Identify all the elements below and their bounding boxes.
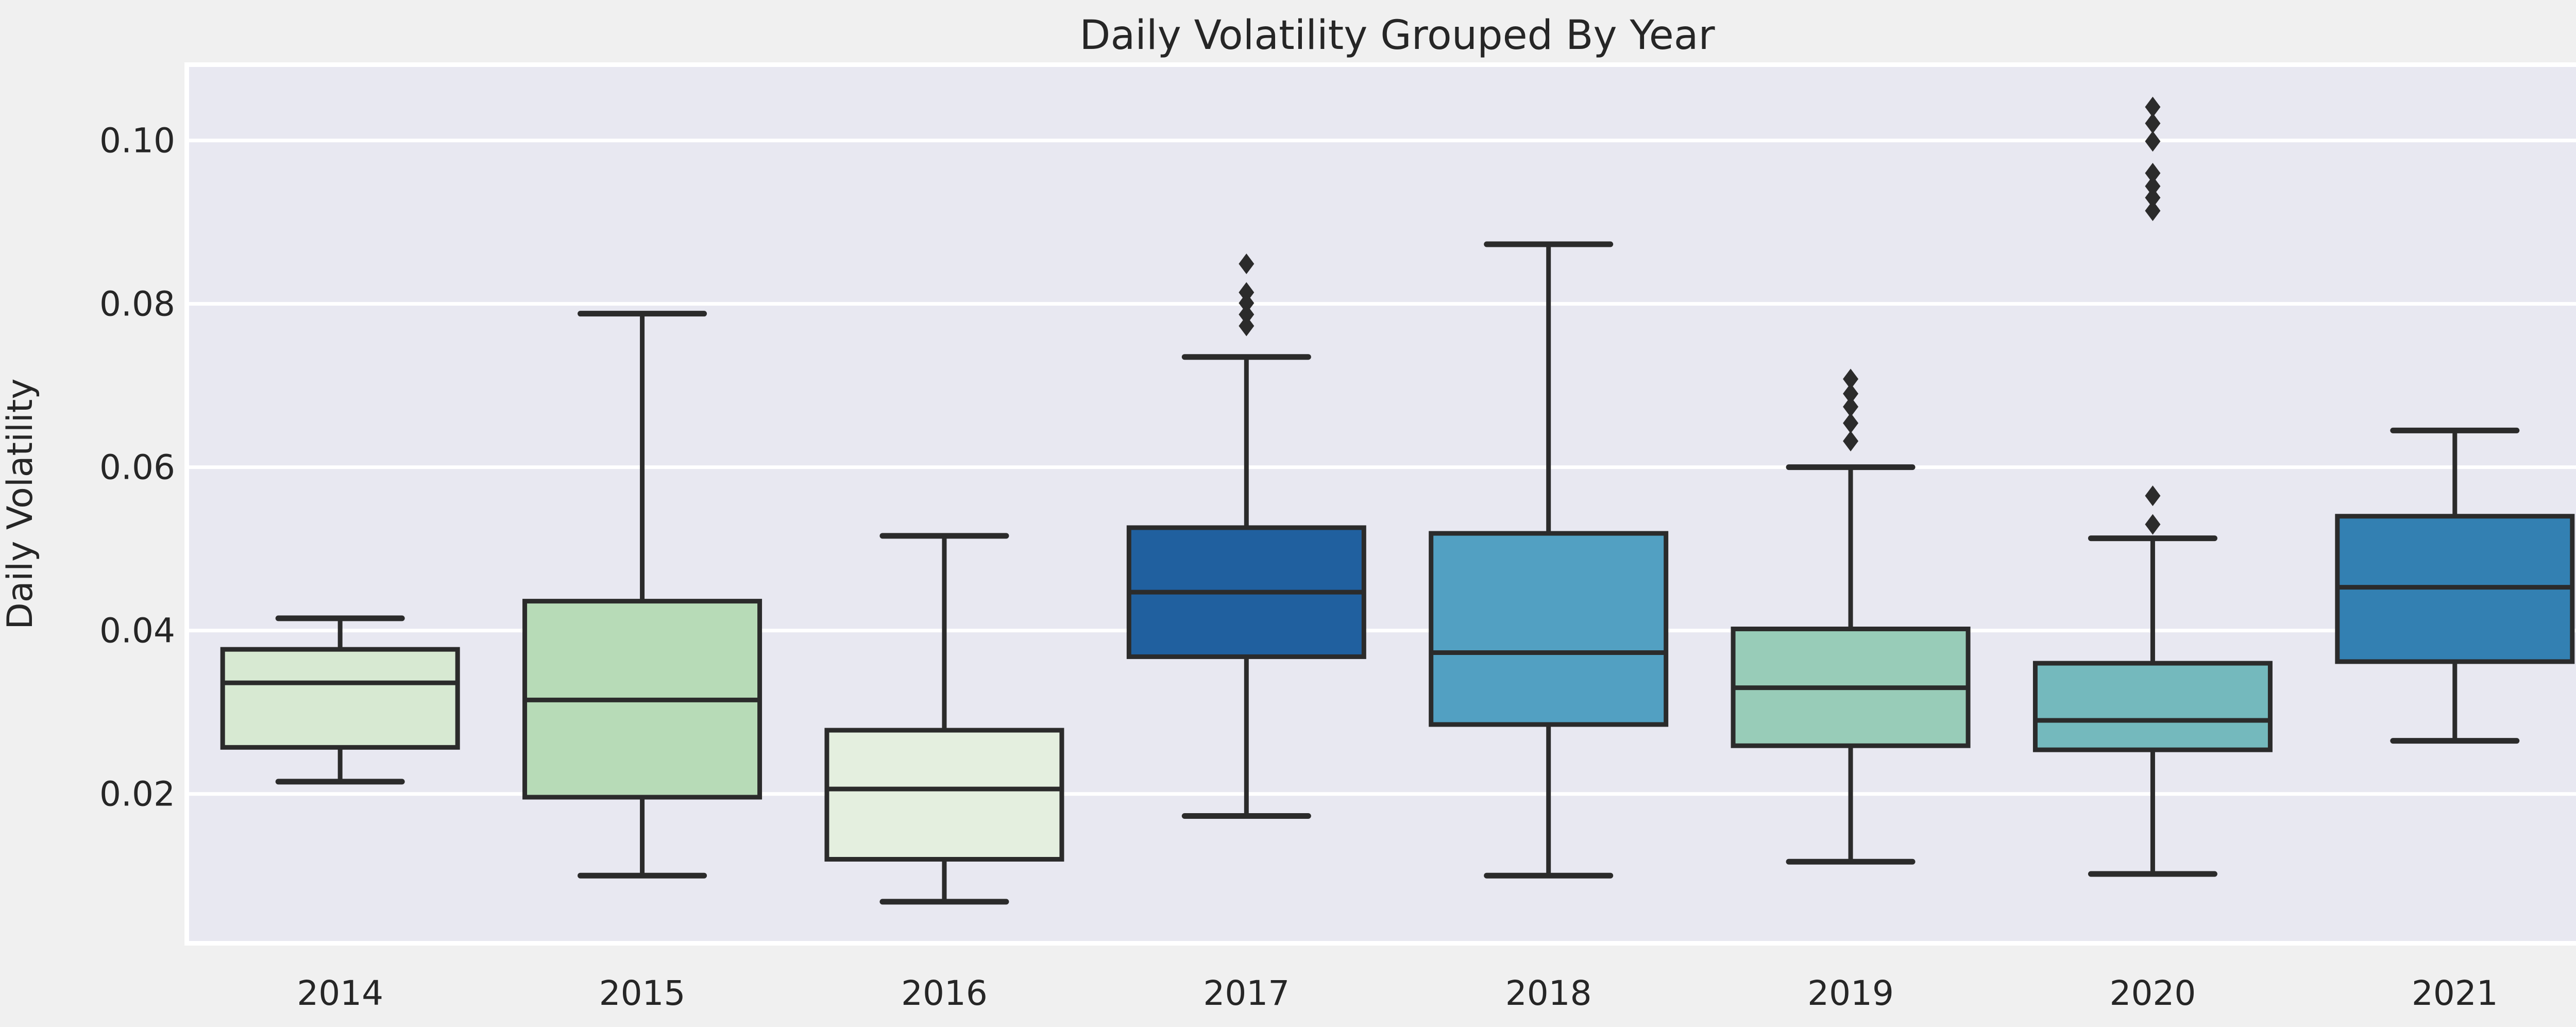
axes-background bbox=[189, 67, 2576, 941]
box-group-2015 bbox=[522, 311, 762, 879]
box-groups bbox=[220, 96, 2575, 905]
x-tick-label-2017: 2017 bbox=[1203, 973, 1290, 1013]
y-tick-label-0.08: 0.08 bbox=[99, 284, 175, 324]
outlier-diamond-2019-0 bbox=[1843, 430, 1859, 451]
y-axis-label: Daily Volatility bbox=[0, 378, 41, 629]
x-tick-label-2018: 2018 bbox=[1505, 973, 1592, 1013]
x-tick-label-2014: 2014 bbox=[297, 973, 383, 1013]
y-tick-label-0.02: 0.02 bbox=[99, 775, 175, 814]
outlier-diamond-2020-6 bbox=[2145, 131, 2161, 152]
box-group-2021 bbox=[2335, 427, 2575, 744]
y-tick-label-0.04: 0.04 bbox=[99, 611, 175, 651]
y-tick-labels: 0.10 0.08 0.06 0.04 0.02 bbox=[99, 121, 175, 814]
chart-title: Daily Volatility Grouped By Year bbox=[1079, 12, 1715, 59]
outlier-diamond-2020-3 bbox=[2145, 187, 2161, 208]
box-2016 bbox=[824, 728, 1064, 862]
outlier-diamond-2019-4 bbox=[1843, 368, 1859, 390]
box-2014 bbox=[220, 647, 460, 750]
outlier-diamond-2019-1 bbox=[1843, 413, 1859, 434]
outlier-diamond-2019-2 bbox=[1843, 396, 1859, 417]
outlier-diamond-2020-0 bbox=[2145, 514, 2161, 535]
x-tick-label-2021: 2021 bbox=[2412, 973, 2498, 1013]
box-group-2014 bbox=[220, 615, 460, 785]
x-tick-labels: 2014 2015 2016 2017 2018 2019 2020 2021 bbox=[297, 973, 2498, 1013]
outlier-diamond-2017-4 bbox=[1239, 253, 1255, 274]
box-group-2017 bbox=[1126, 253, 1366, 819]
outlier-diamond-2020-5 bbox=[2145, 163, 2161, 184]
y-tick-label-0.10: 0.10 bbox=[99, 121, 175, 161]
x-tick-label-2016: 2016 bbox=[901, 973, 988, 1013]
box-group-2020 bbox=[2032, 96, 2273, 877]
outlier-diamond-2017-2 bbox=[1239, 293, 1255, 314]
box-group-2018 bbox=[1429, 241, 1669, 879]
outlier-diamond-2017-3 bbox=[1239, 282, 1255, 303]
outlier-diamond-2020-7 bbox=[2145, 113, 2161, 134]
outlier-diamond-2020-2 bbox=[2145, 200, 2161, 221]
x-tick-label-2019: 2019 bbox=[1807, 973, 1894, 1013]
outlier-diamond-2020-1 bbox=[2145, 485, 2161, 507]
outlier-diamond-2020-4 bbox=[2145, 176, 2161, 197]
outlier-diamond-2017-0 bbox=[1239, 315, 1255, 336]
outlier-diamond-2019-3 bbox=[1843, 383, 1859, 405]
x-tick-label-2020: 2020 bbox=[2109, 973, 2196, 1013]
box-2020 bbox=[2032, 661, 2273, 752]
y-tick-label-0.06: 0.06 bbox=[99, 448, 175, 487]
x-tick-label-2015: 2015 bbox=[599, 973, 686, 1013]
box-group-2016 bbox=[824, 533, 1064, 905]
box-2018 bbox=[1429, 531, 1669, 727]
outlier-diamond-2017-1 bbox=[1239, 304, 1255, 325]
box-group-2019 bbox=[1731, 368, 1971, 865]
outlier-diamond-2020-8 bbox=[2145, 96, 2161, 117]
